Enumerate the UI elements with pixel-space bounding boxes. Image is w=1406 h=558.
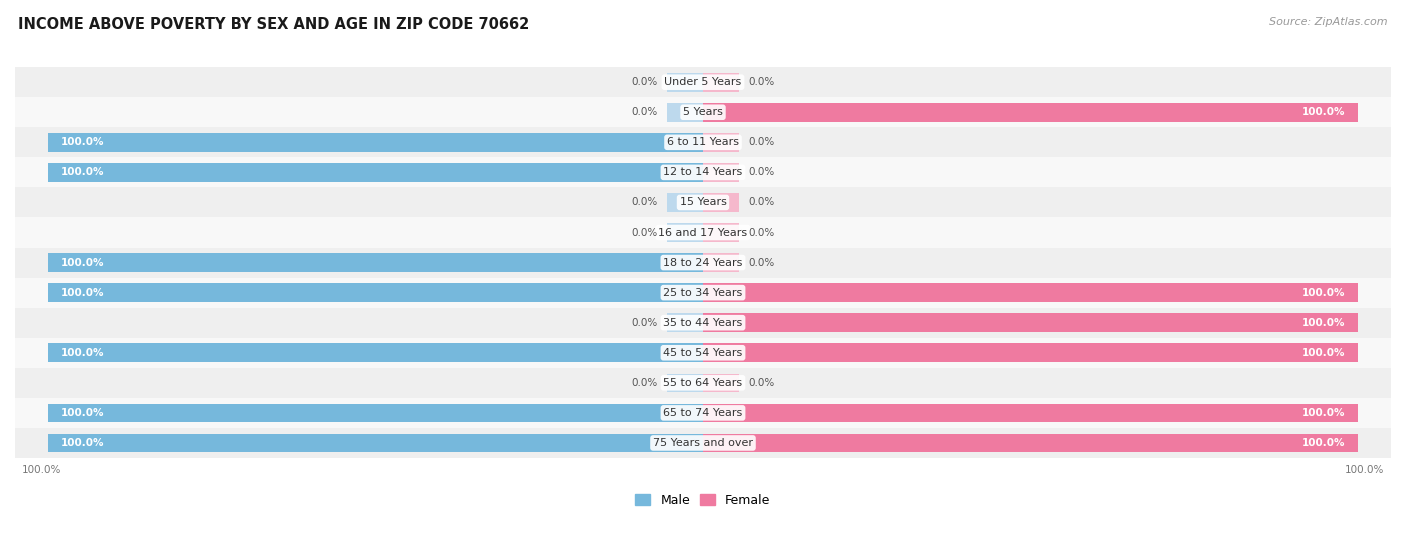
Text: 0.0%: 0.0% xyxy=(749,378,775,388)
Text: 100.0%: 100.0% xyxy=(60,258,104,268)
Text: 100.0%: 100.0% xyxy=(21,465,60,475)
Text: 100.0%: 100.0% xyxy=(1302,408,1346,418)
Text: 25 to 34 Years: 25 to 34 Years xyxy=(664,287,742,297)
Text: 0.0%: 0.0% xyxy=(749,228,775,238)
Bar xyxy=(666,73,703,92)
Text: 18 to 24 Years: 18 to 24 Years xyxy=(664,258,742,268)
Legend: Male, Female: Male, Female xyxy=(630,489,776,512)
Bar xyxy=(15,218,1391,248)
Bar xyxy=(48,343,703,362)
Bar xyxy=(666,223,703,242)
Bar xyxy=(703,73,740,92)
Bar xyxy=(15,398,1391,428)
Text: 5 Years: 5 Years xyxy=(683,107,723,117)
Text: 100.0%: 100.0% xyxy=(1302,107,1346,117)
Bar xyxy=(703,253,740,272)
Bar xyxy=(48,283,703,302)
Bar xyxy=(666,373,703,392)
Text: 0.0%: 0.0% xyxy=(749,167,775,177)
Bar xyxy=(15,338,1391,368)
Text: 16 and 17 Years: 16 and 17 Years xyxy=(658,228,748,238)
Text: 0.0%: 0.0% xyxy=(631,107,657,117)
Text: 0.0%: 0.0% xyxy=(631,228,657,238)
Bar xyxy=(15,127,1391,157)
Bar xyxy=(666,314,703,332)
Bar xyxy=(48,163,703,182)
Text: 100.0%: 100.0% xyxy=(60,438,104,448)
Text: 100.0%: 100.0% xyxy=(1302,348,1346,358)
Bar xyxy=(703,223,740,242)
Text: 0.0%: 0.0% xyxy=(631,77,657,87)
Bar xyxy=(15,307,1391,338)
Text: 0.0%: 0.0% xyxy=(631,378,657,388)
Text: 0.0%: 0.0% xyxy=(631,198,657,208)
Text: 100.0%: 100.0% xyxy=(1302,438,1346,448)
Bar xyxy=(48,403,703,422)
Text: 12 to 14 Years: 12 to 14 Years xyxy=(664,167,742,177)
Text: 0.0%: 0.0% xyxy=(749,77,775,87)
Bar xyxy=(703,314,1358,332)
Bar xyxy=(15,157,1391,187)
Text: 0.0%: 0.0% xyxy=(749,198,775,208)
Bar xyxy=(703,133,740,152)
Bar xyxy=(48,434,703,453)
Text: 15 Years: 15 Years xyxy=(679,198,727,208)
Text: INCOME ABOVE POVERTY BY SEX AND AGE IN ZIP CODE 70662: INCOME ABOVE POVERTY BY SEX AND AGE IN Z… xyxy=(18,17,530,32)
Bar xyxy=(15,67,1391,97)
Text: 100.0%: 100.0% xyxy=(1346,465,1385,475)
Bar xyxy=(703,434,1358,453)
Bar xyxy=(48,133,703,152)
Text: 100.0%: 100.0% xyxy=(60,348,104,358)
Bar xyxy=(15,277,1391,307)
Text: 100.0%: 100.0% xyxy=(1302,287,1346,297)
Text: 55 to 64 Years: 55 to 64 Years xyxy=(664,378,742,388)
Bar xyxy=(15,187,1391,218)
Text: Source: ZipAtlas.com: Source: ZipAtlas.com xyxy=(1270,17,1388,27)
Bar xyxy=(15,97,1391,127)
Text: 0.0%: 0.0% xyxy=(749,258,775,268)
Bar xyxy=(703,193,740,211)
Bar xyxy=(15,248,1391,277)
Text: 0.0%: 0.0% xyxy=(631,318,657,328)
Bar xyxy=(703,103,1358,122)
Bar xyxy=(703,343,1358,362)
Text: 75 Years and over: 75 Years and over xyxy=(652,438,754,448)
Text: 65 to 74 Years: 65 to 74 Years xyxy=(664,408,742,418)
Bar xyxy=(703,163,740,182)
Text: 100.0%: 100.0% xyxy=(60,287,104,297)
Text: 6 to 11 Years: 6 to 11 Years xyxy=(666,137,740,147)
Bar xyxy=(15,368,1391,398)
Bar xyxy=(48,253,703,272)
Text: 0.0%: 0.0% xyxy=(749,137,775,147)
Bar xyxy=(666,193,703,211)
Text: 35 to 44 Years: 35 to 44 Years xyxy=(664,318,742,328)
Text: 45 to 54 Years: 45 to 54 Years xyxy=(664,348,742,358)
Text: 100.0%: 100.0% xyxy=(60,167,104,177)
Bar xyxy=(703,283,1358,302)
Text: Under 5 Years: Under 5 Years xyxy=(665,77,741,87)
Text: 100.0%: 100.0% xyxy=(60,408,104,418)
Text: 100.0%: 100.0% xyxy=(1302,318,1346,328)
Bar xyxy=(666,103,703,122)
Bar xyxy=(703,403,1358,422)
Bar xyxy=(15,428,1391,458)
Bar xyxy=(703,373,740,392)
Text: 100.0%: 100.0% xyxy=(60,137,104,147)
